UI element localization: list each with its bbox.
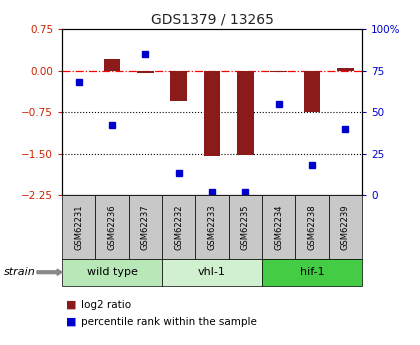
Text: GSM62238: GSM62238 — [307, 204, 317, 250]
Text: GSM62233: GSM62233 — [207, 204, 217, 250]
Bar — [171, 71, 187, 101]
Text: hif-1: hif-1 — [300, 267, 324, 277]
Bar — [270, 71, 287, 72]
Text: vhl-1: vhl-1 — [198, 267, 226, 277]
Text: GSM62232: GSM62232 — [174, 204, 183, 249]
Text: GSM62235: GSM62235 — [241, 204, 250, 249]
Bar — [204, 71, 220, 156]
Text: percentile rank within the sample: percentile rank within the sample — [81, 317, 257, 327]
Bar — [337, 68, 354, 71]
Bar — [137, 71, 154, 73]
Text: ■: ■ — [66, 300, 77, 309]
Text: GSM62237: GSM62237 — [141, 204, 150, 250]
Text: GSM62239: GSM62239 — [341, 204, 350, 249]
Bar — [304, 71, 320, 112]
Bar — [237, 71, 254, 155]
Text: GDS1379 / 13265: GDS1379 / 13265 — [151, 12, 273, 26]
Text: log2 ratio: log2 ratio — [81, 300, 131, 309]
Text: strain: strain — [4, 267, 36, 277]
Text: ■: ■ — [66, 317, 77, 327]
Text: GSM62234: GSM62234 — [274, 204, 283, 249]
Text: GSM62231: GSM62231 — [74, 204, 83, 249]
Text: wild type: wild type — [87, 267, 138, 277]
Text: GSM62236: GSM62236 — [108, 204, 117, 250]
Bar — [104, 59, 121, 71]
